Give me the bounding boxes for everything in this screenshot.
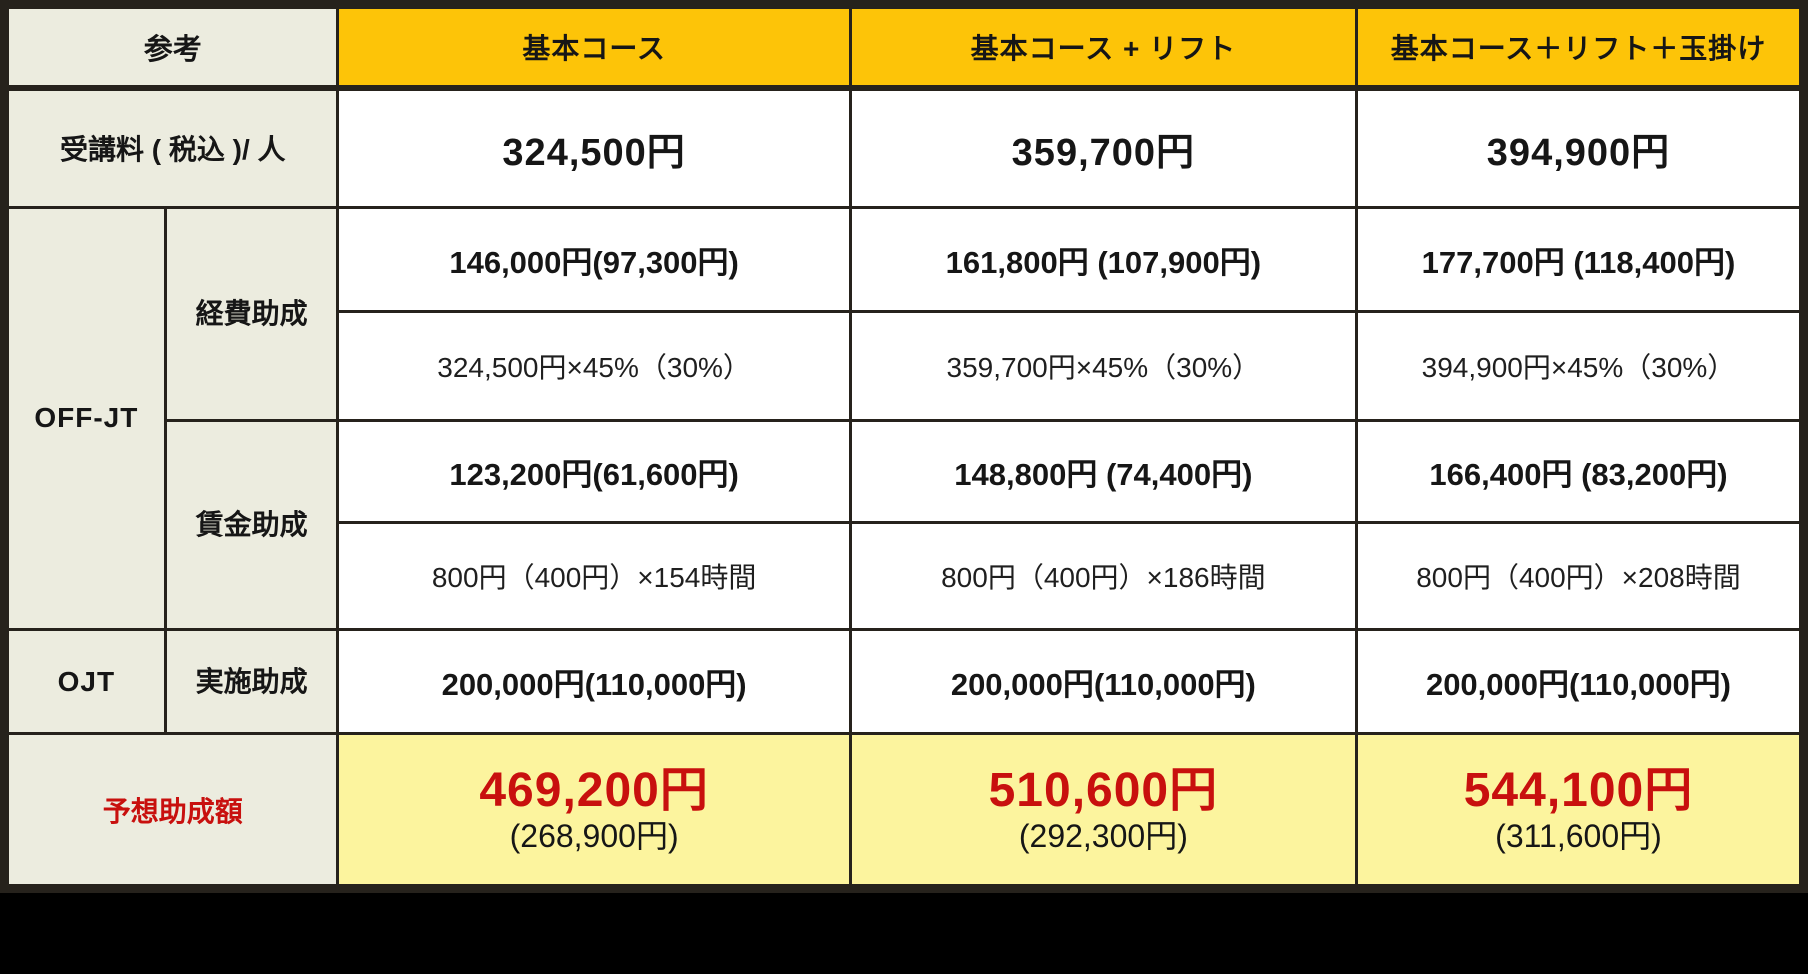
course-header-basic: 基本コース: [336, 3, 852, 92]
ojt-amount-basic-lift: 200,000円(110,000円): [848, 627, 1358, 736]
expected-subsidy-cell-basic-lift: 510,600円 (292,300円): [848, 732, 1358, 890]
course-header-basic-lift: 基本コース + リフト: [848, 3, 1358, 92]
wage-subsidy-label: 賃金助成: [163, 418, 340, 631]
implementation-subsidy-label: 実施助成: [163, 627, 340, 736]
wage-subsidy-amount-row: 賃金助成 123,200円(61,600円) 148,800円 (74,400円…: [5, 418, 1806, 631]
tuition-row: 受講料 ( 税込 )/ 人 324,500円 359,700円 394,900円: [2, 86, 1806, 209]
expense-amount-basic-lift: 161,800円 (107,900円): [848, 205, 1358, 314]
wage-subsidy-formula-row: 800円（400円）×154時間 800円（400円）×186時間 800円（4…: [5, 521, 1806, 631]
wage-amount-basic-lift-sling: 166,400円 (83,200円): [1354, 418, 1806, 525]
tuition-amount-basic-lift-sling: 394,900円: [1354, 86, 1806, 209]
ojt-section-label: OJT: [3, 627, 167, 736]
ojt-row: OJT 実施助成 200,000円(110,000円) 200,000円(110…: [3, 627, 1806, 736]
expected-subsidy-cell-basic: 469,200円 (268,900円): [336, 732, 852, 890]
expense-formula-basic: 324,500円×45%（30%）: [336, 310, 852, 422]
ojt-amount-basic-lift-sling: 200,000円(110,000円): [1354, 627, 1806, 736]
ojt-amount-basic: 200,000円(110,000円): [336, 627, 852, 736]
expense-formula-basic-lift-sling: 394,900円×45%（30%）: [1354, 310, 1806, 422]
wage-formula-basic: 800円（400円）×154時間: [336, 521, 852, 631]
course-header-basic-lift-sling: 基本コース＋リフト＋玉掛け: [1354, 3, 1806, 92]
expected-subsidy-label: 予想助成額: [2, 732, 340, 890]
expense-amount-basic: 146,000円(97,300円): [336, 205, 852, 314]
offjt-section-label: OFF-JT: [3, 205, 167, 631]
expense-subsidy-amount-row: OFF-JT 経費助成 146,000円(97,300円) 161,800円 (…: [3, 205, 1806, 631]
subsidy-comparison-table: 参考 基本コース 基本コース + リフト 基本コース＋リフト＋玉掛け 受講料 (…: [0, 0, 1808, 893]
expense-formula-basic-lift: 359,700円×45%（30%）: [848, 310, 1358, 422]
wage-amount-basic: 123,200円(61,600円): [336, 418, 852, 525]
tuition-amount-basic-lift: 359,700円: [848, 86, 1358, 209]
tuition-amount-basic: 324,500円: [336, 86, 852, 209]
tuition-row-label: 受講料 ( 税込 )/ 人: [2, 86, 340, 209]
expected-amount-basic-lift: 510,600円: [988, 763, 1219, 817]
expense-subsidy-formula-row: 324,500円×45%（30%） 359,700円×45%（30%） 394,…: [5, 310, 1806, 422]
expected-subsidy-cell-basic-lift-sling: 544,100円 (311,600円): [1354, 732, 1806, 890]
expected-amount-basic-lift-sling: 544,100円: [1463, 763, 1694, 817]
expense-amount-basic-lift-sling: 177,700円 (118,400円): [1354, 205, 1806, 314]
header-row: 参考 基本コース 基本コース + リフト 基本コース＋リフト＋玉掛け: [2, 3, 1806, 92]
expected-subamount-basic: (268,900円): [509, 818, 679, 855]
expected-subamount-basic-lift-sling: (311,600円): [1495, 818, 1662, 855]
expected-amount-basic: 469,200円: [479, 763, 709, 817]
corner-header-reference: 参考: [2, 3, 340, 92]
expected-subsidy-row: 予想助成額 469,200円 (268,900円) 510,600円 (292,…: [2, 732, 1806, 890]
wage-amount-basic-lift: 148,800円 (74,400円): [848, 418, 1358, 525]
wage-formula-basic-lift: 800円（400円）×186時間: [848, 521, 1358, 631]
wage-formula-basic-lift-sling: 800円（400円）×208時間: [1354, 521, 1806, 631]
expected-subamount-basic-lift: (292,300円): [1018, 818, 1188, 855]
expense-subsidy-label: 経費助成: [163, 205, 340, 422]
